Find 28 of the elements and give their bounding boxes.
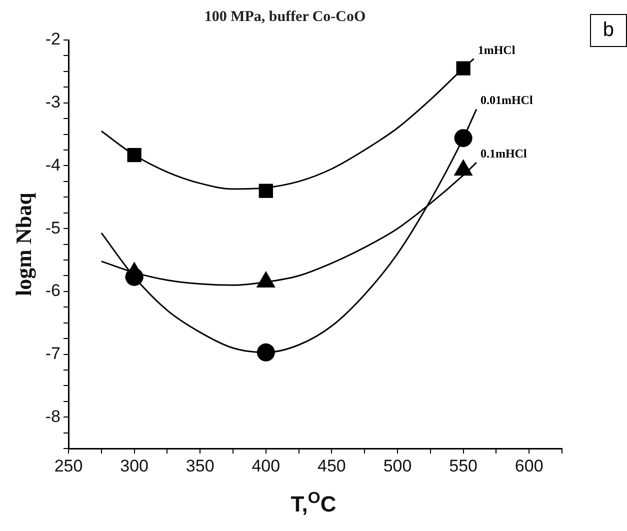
point (456, 61, 470, 76)
point (125, 268, 144, 286)
x-tick-label: 600 (514, 456, 544, 476)
x-axis-title: T,$^{O}$C (290, 490, 338, 518)
y-axis-title: logm Nbaq (10, 192, 36, 296)
series-label: 0.01mHCl (480, 93, 534, 108)
text: b (590, 14, 627, 47)
y-tick-label: -8 (45, 406, 61, 426)
x-tick-label: 400 (252, 456, 280, 476)
x-tick-label: 500 (383, 456, 412, 476)
y-tick-label: -2 (45, 30, 61, 49)
x-tick-label: 350 (186, 456, 214, 476)
series-label: 1mHCl (478, 42, 516, 57)
series-label: 0.1mHCl (480, 146, 528, 161)
point (258, 184, 273, 198)
chart-title: 100 MPa, buffer Co-CoO (204, 8, 366, 25)
y-tick-label: -6 (45, 281, 61, 300)
y-tick-label: -7 (45, 344, 61, 363)
x-tick-label: 550 (449, 456, 478, 476)
x-tick-label: 450 (318, 456, 346, 476)
y-tick-label: -5 (45, 218, 61, 238)
point (127, 148, 142, 162)
x-tick-label: 250 (54, 456, 83, 476)
y-tick-label: -3 (45, 92, 61, 112)
point (454, 129, 472, 148)
x-tick-label: 300 (120, 456, 148, 476)
y-tick-label: -4 (45, 155, 61, 174)
point (256, 343, 275, 362)
